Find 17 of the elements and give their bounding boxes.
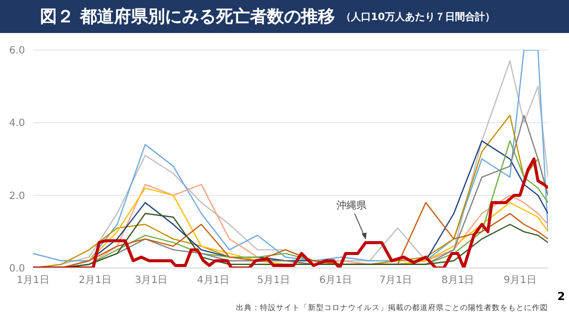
x-tick-label: 5月1日 bbox=[257, 275, 290, 286]
annotation: 沖縄県 bbox=[336, 200, 367, 212]
y-tick-label: 6.0 bbox=[9, 46, 25, 57]
x-tick-label: 9月1日 bbox=[504, 275, 536, 286]
text: 2 bbox=[557, 290, 565, 303]
chart-subtitle: （人口10万人あたり７日間合計） bbox=[340, 10, 495, 24]
x-tick-label: 4月1日 bbox=[196, 275, 230, 286]
x-tick-label: 6月1日 bbox=[319, 275, 352, 286]
y-tick-label: 4.0 bbox=[9, 118, 25, 130]
y-tick-label: 2.0 bbox=[9, 190, 25, 202]
x-tick-label: 3月1日 bbox=[134, 275, 168, 286]
chart-title: 図２ 都道府県別にみる死亡者数の推移 bbox=[40, 6, 335, 28]
x-tick-label: 2月1日 bbox=[78, 275, 112, 286]
x-tick-label: 7月1日 bbox=[379, 275, 412, 286]
y-tick-label: 0.0 bbox=[9, 264, 25, 275]
x-tick-label: 8月1日 bbox=[441, 275, 474, 286]
x-tick-label: 1月1日 bbox=[16, 275, 50, 286]
